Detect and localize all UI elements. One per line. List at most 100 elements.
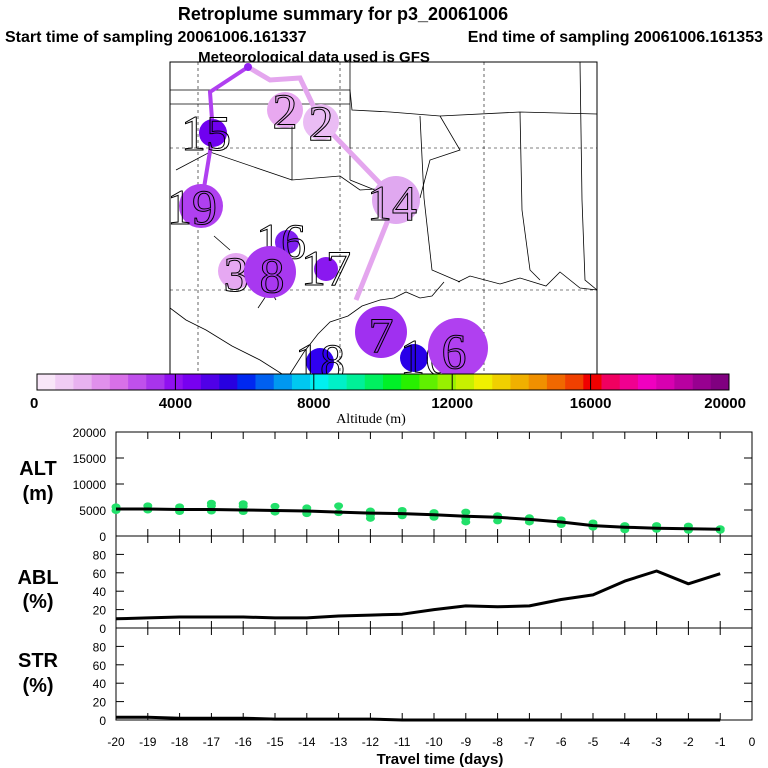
colorbar-segment [182, 374, 202, 390]
map-marker-label: 18 [295, 333, 345, 389]
colorbar-ticks: 0 4000 8000 12000 16000 20000 [30, 374, 746, 412]
y-tick-label: 80 [93, 640, 107, 654]
map-marker-label: 7 [369, 307, 394, 363]
y-tick-label: 20 [93, 604, 107, 618]
x-axis-label: Travel time (days) [377, 751, 504, 768]
map-marker-label: 2 [273, 83, 298, 139]
scatter-point [238, 502, 248, 510]
scatter-point [270, 502, 280, 510]
scatter-point [493, 517, 503, 525]
colorbar-tick-label: 0 [30, 395, 38, 412]
x-tick-label: -9 [460, 735, 471, 749]
x-tick-label: -4 [619, 735, 630, 749]
colorbar-segment [656, 374, 675, 390]
x-tick-label: -20 [107, 735, 125, 749]
y-tick-label: 60 [93, 567, 107, 581]
x-tick-label: -1 [715, 735, 726, 749]
altitude-colorbar: 0 4000 8000 12000 16000 20000 Altitude (m) [30, 373, 746, 427]
map-marker-circle [179, 184, 223, 228]
y-tick-label: 80 [93, 548, 107, 562]
map-marker-label: 6 [442, 323, 467, 379]
colorbar-segment [128, 374, 147, 390]
colorbar-tick-label: 12000 [431, 395, 473, 412]
x-tick-label: -16 [235, 735, 253, 749]
scatter-point [461, 508, 471, 516]
map-marker-circle [306, 348, 334, 374]
colorbar-segment [73, 374, 92, 390]
x-tick-label: -17 [203, 735, 221, 749]
x-tick-label: 0 [749, 735, 756, 749]
colorbar-segment [310, 374, 329, 390]
colorbar-segment [492, 374, 511, 390]
y-axis-label-line1: ALT [19, 458, 56, 480]
colorbar-segment [546, 374, 566, 390]
x-tick-label: -12 [362, 735, 380, 749]
map-marker-circle [400, 344, 428, 372]
x-tick-label: -6 [556, 735, 567, 749]
chart-panel-alt: 0 5000 10000 15000 20000 ALT (m) [19, 426, 753, 544]
y-tick-label: 40 [93, 585, 107, 599]
scatter-point [334, 502, 344, 510]
x-tick-label: -19 [139, 735, 157, 749]
x-tick-label: -11 [394, 735, 411, 749]
colorbar-segment [328, 374, 347, 390]
colorbar-segment [455, 374, 475, 390]
colorbar-segment [146, 374, 165, 390]
colorbar-tick-label: 20000 [704, 395, 746, 412]
y-axis-label-line2: (m) [22, 483, 53, 505]
x-tick-label: -14 [298, 735, 316, 749]
series-line [116, 507, 721, 531]
x-tick-label: -3 [651, 735, 662, 749]
colorbar-tick-label: 16000 [570, 395, 612, 412]
colorbar-segment [255, 374, 275, 390]
colorbar-segment [291, 374, 311, 390]
y-tick-label: 5000 [79, 504, 106, 518]
map-marker-circle [303, 104, 339, 140]
y-tick-label: 0 [99, 530, 106, 544]
colorbar-segment [55, 374, 74, 390]
series-line [115, 569, 721, 621]
map-marker-label: 8 [260, 247, 285, 303]
x-tick-label: -8 [492, 735, 503, 749]
colorbar-segment [674, 374, 693, 390]
y-axis-label-line1: ABL [17, 567, 58, 589]
y-axis-label-line1: STR [18, 650, 59, 672]
chart-panel-abl: 0 20 40 60 80 ABL(%) [17, 535, 753, 636]
time-series-charts: 05000100001500020000ALT(m)020406080ABL(%… [17, 426, 755, 749]
y-axis-label-line2: (%) [22, 591, 53, 613]
end-sampling-text: End time of sampling 20061006.161353 [468, 29, 763, 46]
map-marker-circle [355, 306, 407, 358]
map-marker-circle [428, 318, 488, 374]
colorbar-segment [237, 374, 256, 390]
colorbar-segment [692, 374, 712, 390]
map-marker-circle [244, 246, 296, 298]
colorbar-segment [401, 374, 420, 390]
colorbar-segment [565, 374, 584, 390]
y-tick-label: 60 [93, 659, 107, 673]
scatter-point [206, 502, 216, 510]
map-marker-circle [314, 257, 338, 281]
colorbar-segment [510, 374, 529, 390]
colorbar-segment [601, 374, 621, 390]
colorbar-segment [474, 374, 493, 390]
colorbar-segment [219, 374, 238, 390]
y-tick-label: 10000 [73, 478, 107, 492]
chart-frame [115, 535, 753, 629]
colorbar-segment [383, 374, 402, 390]
y-tick-label: 20 [93, 696, 107, 710]
colorbar-segment [437, 374, 457, 390]
y-tick-label: 0 [99, 714, 106, 728]
colorbar-segment [346, 374, 366, 390]
colorbar-segment [637, 374, 657, 390]
colorbar-segment [710, 374, 730, 390]
colorbar-segment [273, 374, 293, 390]
map-marker-label: 19 [167, 179, 217, 235]
x-tick-label: -10 [425, 735, 443, 749]
colorbar-segment [109, 374, 129, 390]
x-tick-label: -2 [683, 735, 694, 749]
colorbar-segment [364, 374, 384, 390]
